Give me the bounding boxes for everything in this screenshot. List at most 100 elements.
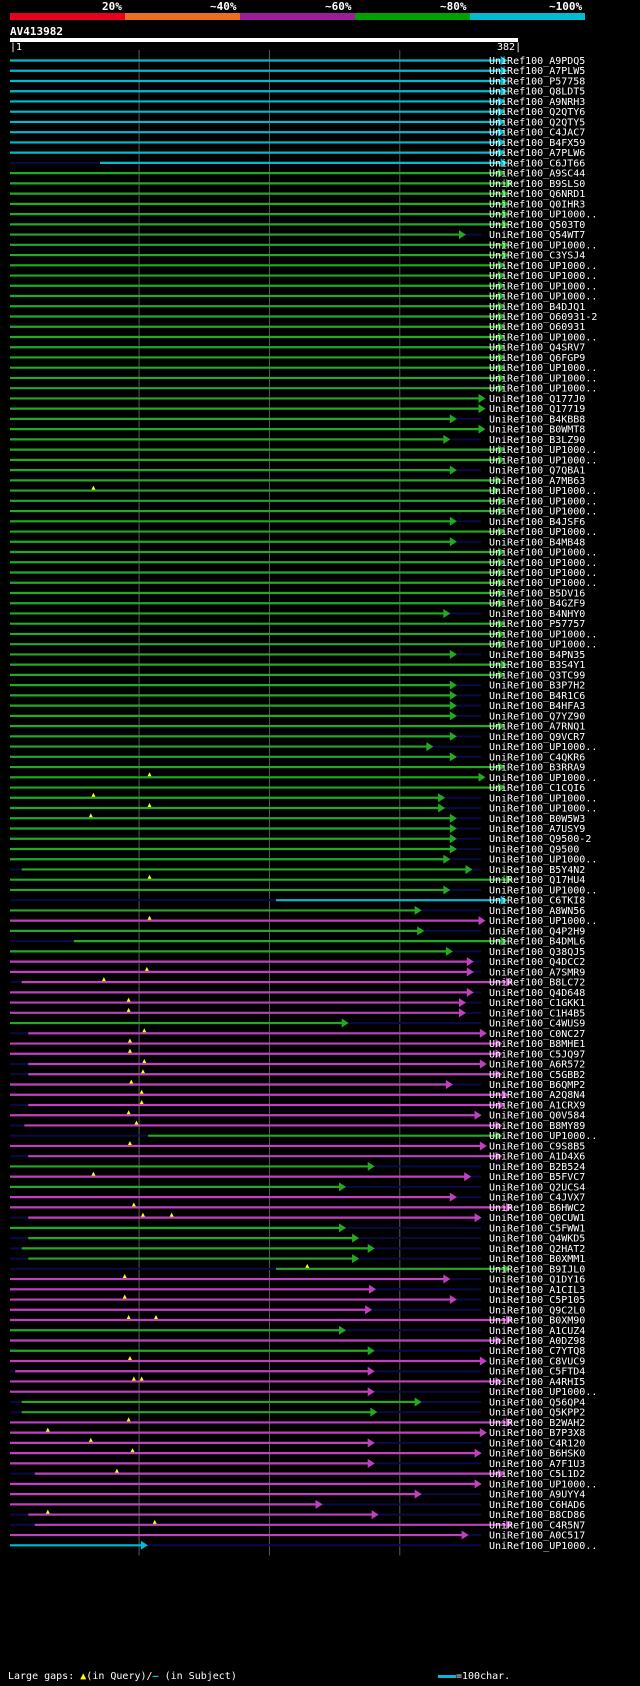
hit-arrow — [367, 1346, 375, 1356]
hit-arrow — [367, 1161, 375, 1171]
hit-arrow — [449, 844, 457, 854]
hit-label: UniRef100_B2WAH2 — [489, 1418, 585, 1429]
gap-marker — [126, 1315, 131, 1320]
gap-marker — [126, 997, 131, 1002]
hit-label: UniRef100_Q56QP4 — [489, 1397, 585, 1408]
footer-prefix: Large gaps: — [8, 1671, 75, 1682]
hit-label: UniRef100_UP1000.. — [489, 281, 597, 292]
hit-arrow — [498, 619, 506, 629]
query-gap-icon: ▲ — [80, 1671, 87, 1682]
hit-arrow — [449, 731, 457, 741]
hit-label: UniRef100_B4KBB8 — [489, 414, 585, 425]
hit-label: UniRef100_Q2QTY5 — [489, 117, 585, 128]
hit-label: UniRef100_Q9500-2 — [489, 834, 591, 845]
hit-arrow — [500, 895, 508, 905]
hit-label: UniRef100_UP1000.. — [489, 640, 597, 651]
hit-arrow — [498, 107, 506, 117]
hit-label: UniRef100_C3YSJ4 — [489, 251, 585, 262]
hit-arrow — [506, 1315, 513, 1325]
hit-arrow — [352, 1233, 360, 1243]
hit-label: UniRef100_B3LZ90 — [489, 435, 585, 446]
hit-arrow — [500, 936, 508, 946]
hit-label: UniRef100_A4RHI5 — [489, 1377, 585, 1388]
hit-arrow — [449, 834, 457, 844]
hit-arrow — [498, 168, 506, 178]
hit-label: UniRef100_UP1000.. — [489, 332, 597, 343]
hit-label: UniRef100_C4QKR6 — [489, 752, 585, 763]
hit-arrow — [498, 547, 506, 557]
hit-label: UniRef100_A7PLW5 — [489, 66, 585, 77]
hit-label: UniRef100_B8MHE1 — [489, 1039, 585, 1050]
gap-marker — [140, 1212, 145, 1217]
hit-label: UniRef100_B3P7H2 — [489, 681, 585, 692]
gap-marker — [91, 485, 96, 490]
hit-label: UniRef100_Q4SRV7 — [489, 343, 585, 354]
footer-subject-text: (in Subject) — [164, 1671, 237, 1682]
hit-arrow — [502, 189, 509, 199]
hit-label: UniRef100_B7P3X8 — [489, 1428, 585, 1439]
gap-marker — [140, 1069, 145, 1074]
hit-arrow — [505, 1202, 513, 1212]
hit-arrow — [505, 875, 513, 885]
hit-arrow — [339, 1182, 347, 1192]
hit-label: UniRef100_UP1000.. — [489, 363, 597, 374]
hit-label: UniRef100_Q4P2H9 — [489, 926, 585, 937]
hit-label: UniRef100_Q4WKD5 — [489, 1234, 585, 1245]
hit-arrow — [498, 301, 506, 311]
hit-arrow — [492, 486, 500, 496]
hit-label: UniRef100_Q3TC99 — [489, 670, 585, 681]
hit-arrow — [449, 414, 457, 424]
hit-arrow — [498, 639, 506, 649]
hit-label: UniRef100_A9PDQ5 — [489, 56, 585, 67]
hit-arrow — [341, 1018, 349, 1028]
hit-arrow — [498, 557, 506, 567]
hit-label: UniRef100_Q38QJ5 — [489, 947, 585, 958]
hit-label: UniRef100_Q5KPP2 — [489, 1408, 585, 1419]
hit-arrow — [498, 527, 506, 537]
hit-label: UniRef100_B8LC72 — [489, 978, 585, 989]
hit-label: UniRef100_A1CRX9 — [489, 1100, 585, 1111]
hit-arrow — [505, 178, 513, 188]
gap-marker — [131, 1202, 136, 1207]
hit-label: UniRef100_Q4DCC2 — [489, 957, 585, 968]
hit-arrow — [479, 1141, 487, 1151]
identity-legend: 20% ~40% ~60% ~80% ~100% — [0, 0, 640, 22]
hit-label: UniRef100_UP1000.. — [489, 793, 597, 804]
hit-label: UniRef100_B4MB48 — [489, 537, 585, 548]
hit-label: UniRef100_Q0V584 — [489, 1111, 585, 1122]
hit-arrow — [502, 219, 509, 229]
hit-label: UniRef100_B8MY89 — [489, 1121, 585, 1132]
hit-arrow — [478, 393, 486, 403]
hit-arrow — [449, 813, 457, 823]
hit-arrow — [498, 670, 506, 680]
query-end-value: 382 — [497, 42, 516, 53]
hit-label: UniRef100_C4JAC7 — [489, 128, 585, 139]
hit-label: UniRef100_UP1000.. — [489, 445, 597, 456]
gap-marker — [139, 1376, 144, 1381]
hit-arrow — [445, 946, 453, 956]
hit-label: UniRef100_B4JSF6 — [489, 517, 585, 528]
hit-arrow — [495, 1131, 503, 1141]
hit-label: UniRef100_Q1DY16 — [489, 1275, 585, 1286]
gap-marker — [147, 803, 152, 808]
hit-arrow — [466, 967, 474, 977]
hit-arrow — [500, 158, 508, 168]
hit-arrow — [498, 271, 506, 281]
hit-label: UniRef100_A1CIL3 — [489, 1285, 585, 1296]
hit-arrow — [426, 742, 434, 752]
hit-arrow — [461, 1530, 469, 1540]
hit-label: UniRef100_C1H4B5 — [489, 1008, 585, 1019]
hit-arrow — [505, 1520, 513, 1530]
hit-arrow — [464, 1172, 472, 1182]
hit-arrow — [478, 424, 486, 434]
hit-label: UniRef100_Q2UCS4 — [489, 1182, 585, 1193]
hit-label: UniRef100_C5FWW1 — [489, 1223, 585, 1234]
hit-arrow — [479, 1028, 487, 1038]
hit-arrow — [371, 1510, 379, 1520]
hit-arrow — [498, 506, 506, 516]
gap-marker — [91, 1171, 96, 1176]
hit-arrow — [474, 1448, 482, 1458]
hit-arrow — [449, 1295, 457, 1305]
gap-marker — [139, 1099, 144, 1104]
hit-label: UniRef100_UP1000.. — [489, 885, 597, 896]
